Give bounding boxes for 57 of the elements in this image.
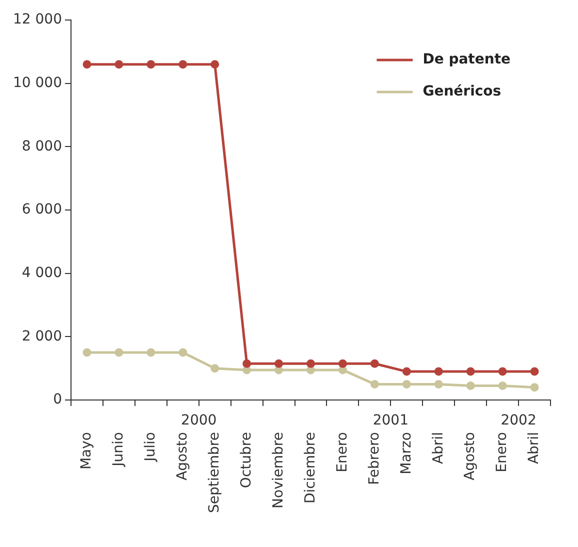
point xyxy=(402,367,411,376)
point xyxy=(466,367,475,376)
x-tick-label: Agosto xyxy=(174,432,191,480)
point xyxy=(338,359,347,368)
legend-label: De patente xyxy=(422,52,511,68)
point xyxy=(434,380,443,388)
point xyxy=(498,367,507,376)
x-tick-label: Febrero xyxy=(366,432,382,485)
point xyxy=(498,382,507,390)
point xyxy=(82,60,92,69)
point xyxy=(402,380,411,388)
point xyxy=(114,348,124,357)
point xyxy=(274,359,284,368)
y-tick-label: 0 xyxy=(53,392,62,408)
x-tick-label: Septiembre xyxy=(206,432,222,514)
legend-label: Genéricos xyxy=(422,84,502,100)
x-tick-label: Enero xyxy=(334,432,350,472)
x-tick-label: Abril xyxy=(430,432,446,464)
point xyxy=(242,359,252,368)
point xyxy=(306,359,315,368)
point xyxy=(370,359,379,368)
point xyxy=(210,60,220,69)
text: 2002 xyxy=(500,412,536,429)
point xyxy=(338,366,347,374)
x-tick-label: Octubre xyxy=(238,432,254,488)
x-tick-label: Junio xyxy=(110,432,127,468)
x-tick-label: Marzo xyxy=(398,432,414,474)
point xyxy=(530,367,539,376)
x-tick-label: Diciembre xyxy=(302,432,318,504)
y-tick-label: 12 000 xyxy=(12,12,62,28)
y-tick-label: 10 000 xyxy=(12,74,62,91)
x-tick-label: Enero xyxy=(494,432,510,472)
point xyxy=(146,60,156,69)
point xyxy=(114,60,124,69)
point xyxy=(242,366,252,374)
point xyxy=(530,383,539,392)
point xyxy=(274,366,284,374)
x-tick-label: Noviembre xyxy=(270,432,286,508)
text: 2000 xyxy=(181,412,217,429)
y-tick-label: 8 000 xyxy=(22,138,62,154)
point xyxy=(306,366,315,374)
point xyxy=(146,348,156,357)
point xyxy=(370,380,379,388)
x-tick-label: Agosto xyxy=(462,432,478,480)
text: 2001 xyxy=(372,412,408,429)
y-tick-label: 6 000 xyxy=(22,202,62,218)
point xyxy=(210,364,220,373)
point xyxy=(178,348,188,357)
point xyxy=(82,348,92,357)
x-tick-label: Abril xyxy=(526,432,542,464)
point xyxy=(178,60,188,69)
y-tick-label: 4 000 xyxy=(22,264,62,281)
x-tick-label: Julio xyxy=(142,432,159,462)
point xyxy=(466,382,475,390)
x-tick-label: Mayo xyxy=(78,432,95,470)
point xyxy=(434,367,443,376)
y-tick-label: 2 000 xyxy=(22,328,62,344)
